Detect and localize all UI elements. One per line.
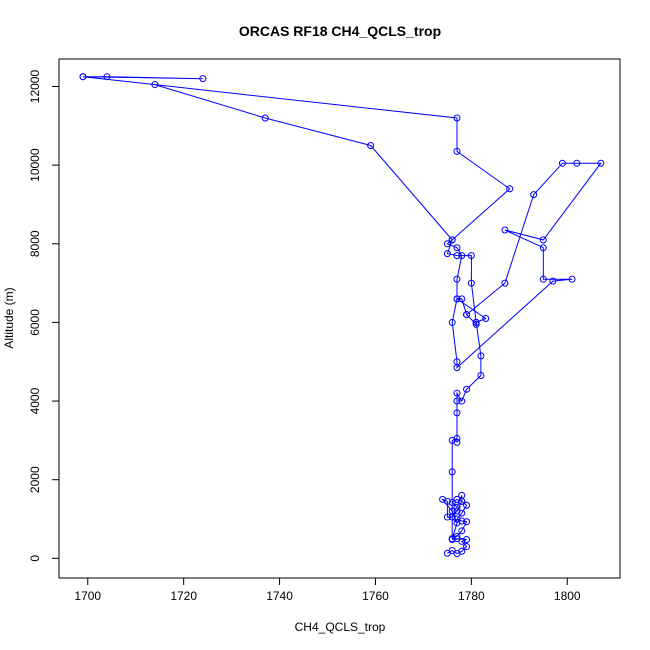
data-point — [458, 527, 466, 535]
data-point — [467, 279, 475, 287]
data-point — [453, 434, 461, 442]
data-point — [367, 142, 375, 149]
data-point — [568, 275, 576, 283]
data-point — [443, 250, 451, 258]
data-point — [453, 535, 461, 543]
data-point — [458, 497, 466, 505]
data-point — [103, 73, 111, 81]
data-point — [453, 295, 461, 303]
x-tick-label: 1720 — [170, 589, 197, 603]
data-point — [443, 240, 451, 248]
y-tick-label: 2000 — [28, 466, 42, 493]
data-point — [453, 364, 461, 372]
data-point — [549, 277, 557, 285]
y-tick-label: 8000 — [28, 230, 42, 257]
y-tick-label: 0 — [28, 555, 42, 562]
data-point — [448, 468, 456, 476]
data-point — [501, 279, 509, 287]
data-point — [539, 236, 547, 244]
data-point — [597, 159, 605, 167]
data-point — [458, 397, 466, 405]
data-point — [472, 318, 480, 326]
y-tick-label: 10000 — [28, 148, 42, 182]
data-point — [539, 275, 547, 283]
data-point — [458, 295, 466, 303]
x-axis-label: CH4_QCLS_trop — [295, 620, 386, 634]
data-point — [463, 385, 471, 393]
series-layer — [79, 73, 605, 558]
data-point — [501, 226, 509, 234]
y-tick-label: 12000 — [28, 70, 42, 104]
data-point — [151, 81, 159, 89]
data-point — [453, 438, 461, 446]
data-point — [448, 318, 456, 326]
data-point — [439, 495, 447, 503]
y-tick-label: 4000 — [28, 387, 42, 414]
data-point — [453, 409, 461, 417]
data-point — [530, 191, 538, 199]
data-point — [448, 236, 456, 244]
data-point — [467, 252, 475, 260]
data-point — [539, 244, 547, 252]
data-point — [453, 397, 461, 405]
data-point — [453, 389, 461, 397]
data-point — [453, 147, 461, 155]
data-point — [472, 320, 480, 328]
data-point — [453, 507, 461, 515]
data-point — [448, 499, 456, 507]
data-point — [453, 114, 461, 122]
series-line — [82, 76, 602, 555]
data-point — [458, 252, 466, 260]
y-axis: 0 2000 4000 6000 8000 10000 12000 — [28, 70, 60, 562]
data-point — [199, 75, 207, 83]
data-point — [558, 159, 566, 167]
plot-frame — [58, 58, 621, 579]
data-point — [463, 535, 471, 543]
data-point — [458, 547, 466, 555]
data-point — [79, 73, 87, 81]
data-point — [261, 114, 269, 122]
x-tick-label: 1740 — [266, 589, 293, 603]
data-point — [453, 244, 461, 252]
y-tick-label: 6000 — [28, 309, 42, 336]
data-point — [448, 546, 456, 554]
data-point — [448, 507, 456, 515]
data-point — [463, 543, 471, 551]
data-point — [506, 185, 514, 193]
data-point — [453, 519, 461, 527]
data-point — [463, 501, 471, 509]
data-point — [463, 518, 471, 526]
data-point — [573, 159, 581, 167]
data-point — [477, 352, 485, 360]
data-point — [463, 311, 471, 319]
chart-title: ORCAS RF18 CH4_QCLS_trop — [239, 23, 441, 39]
data-point — [453, 275, 461, 283]
x-tick-label: 1700 — [74, 589, 101, 603]
data-point — [443, 513, 451, 521]
x-tick-label: 1760 — [362, 589, 389, 603]
data-point — [448, 535, 456, 543]
y-axis-label: Altitude (m) — [2, 287, 16, 348]
data-point — [477, 372, 485, 380]
x-axis: 1700 1720 1740 1760 1780 1800 — [74, 577, 581, 603]
x-tick-label: 1800 — [554, 589, 581, 603]
data-point — [482, 315, 490, 322]
data-point — [453, 503, 461, 511]
x-tick-label: 1780 — [458, 589, 485, 603]
data-point — [453, 252, 461, 260]
